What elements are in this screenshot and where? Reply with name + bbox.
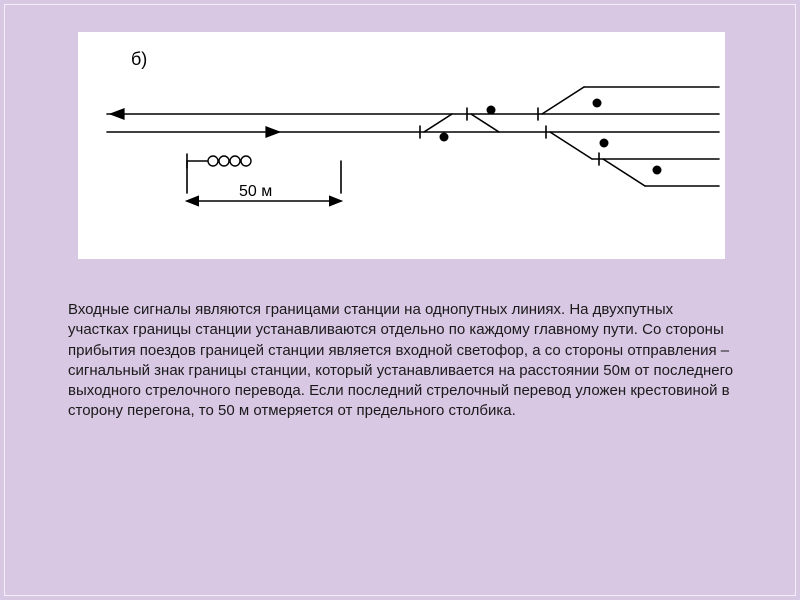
svg-text:50 м: 50 м bbox=[239, 183, 272, 200]
body-text: Входные сигналы являются границами станц… bbox=[68, 300, 738, 422]
svg-text:б): б) bbox=[131, 49, 147, 69]
track-diagram: б) 50 м bbox=[78, 32, 725, 259]
